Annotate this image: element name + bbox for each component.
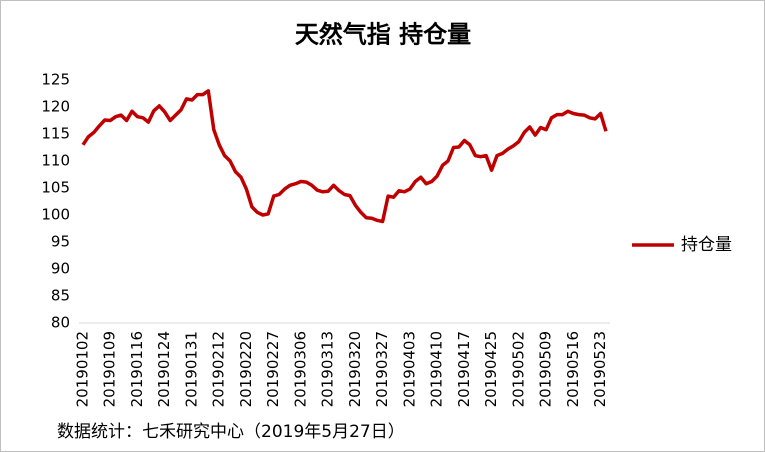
y-tick-label: 110 [41, 152, 70, 170]
x-tick-label: 20190410 [428, 331, 446, 407]
x-tick-label: 20190124 [155, 331, 173, 407]
y-tick-label: 120 [41, 98, 70, 116]
x-tick-label: 20190417 [455, 331, 473, 407]
x-tick-label: 20190220 [237, 331, 255, 407]
x-tick-label: 20190320 [346, 331, 364, 407]
legend-label: 持仓量 [681, 235, 732, 255]
x-tick-label: 20190109 [101, 331, 119, 407]
x-tick-label: 20190403 [400, 331, 418, 407]
chart-title: 天然气指 持仓量 [295, 20, 471, 49]
series-line [81, 89, 608, 224]
y-tick-label: 125 [41, 71, 70, 89]
x-tick-label: 20190116 [128, 331, 146, 407]
x-tick-label: 20190425 [482, 331, 500, 407]
x-tick-label: 20190212 [210, 331, 228, 407]
x-tick-label: 20190509 [537, 331, 555, 407]
y-tick-label: 90 [51, 260, 70, 278]
x-tick-label: 20190227 [264, 331, 282, 407]
y-tick-label: 80 [51, 314, 70, 332]
x-tick-label: 20190313 [319, 331, 337, 407]
x-tick-label: 20190516 [564, 331, 582, 407]
y-tick-label: 95 [51, 233, 70, 251]
x-tick-label: 20190523 [591, 331, 609, 407]
x-tick-label: 20190327 [373, 331, 391, 407]
y-tick-label: 105 [41, 179, 70, 197]
x-tick-label: 20190102 [74, 331, 92, 407]
y-tick-label: 115 [41, 125, 70, 143]
y-tick-label: 85 [51, 287, 70, 305]
y-tick-label: 100 [41, 206, 70, 224]
x-tick-label: 20190502 [509, 331, 527, 407]
x-tick-label: 20190131 [182, 331, 200, 407]
x-tick-label: 20190306 [291, 331, 309, 407]
source-note: 数据统计：七禾研究中心（2019年5月27日） [57, 422, 405, 442]
